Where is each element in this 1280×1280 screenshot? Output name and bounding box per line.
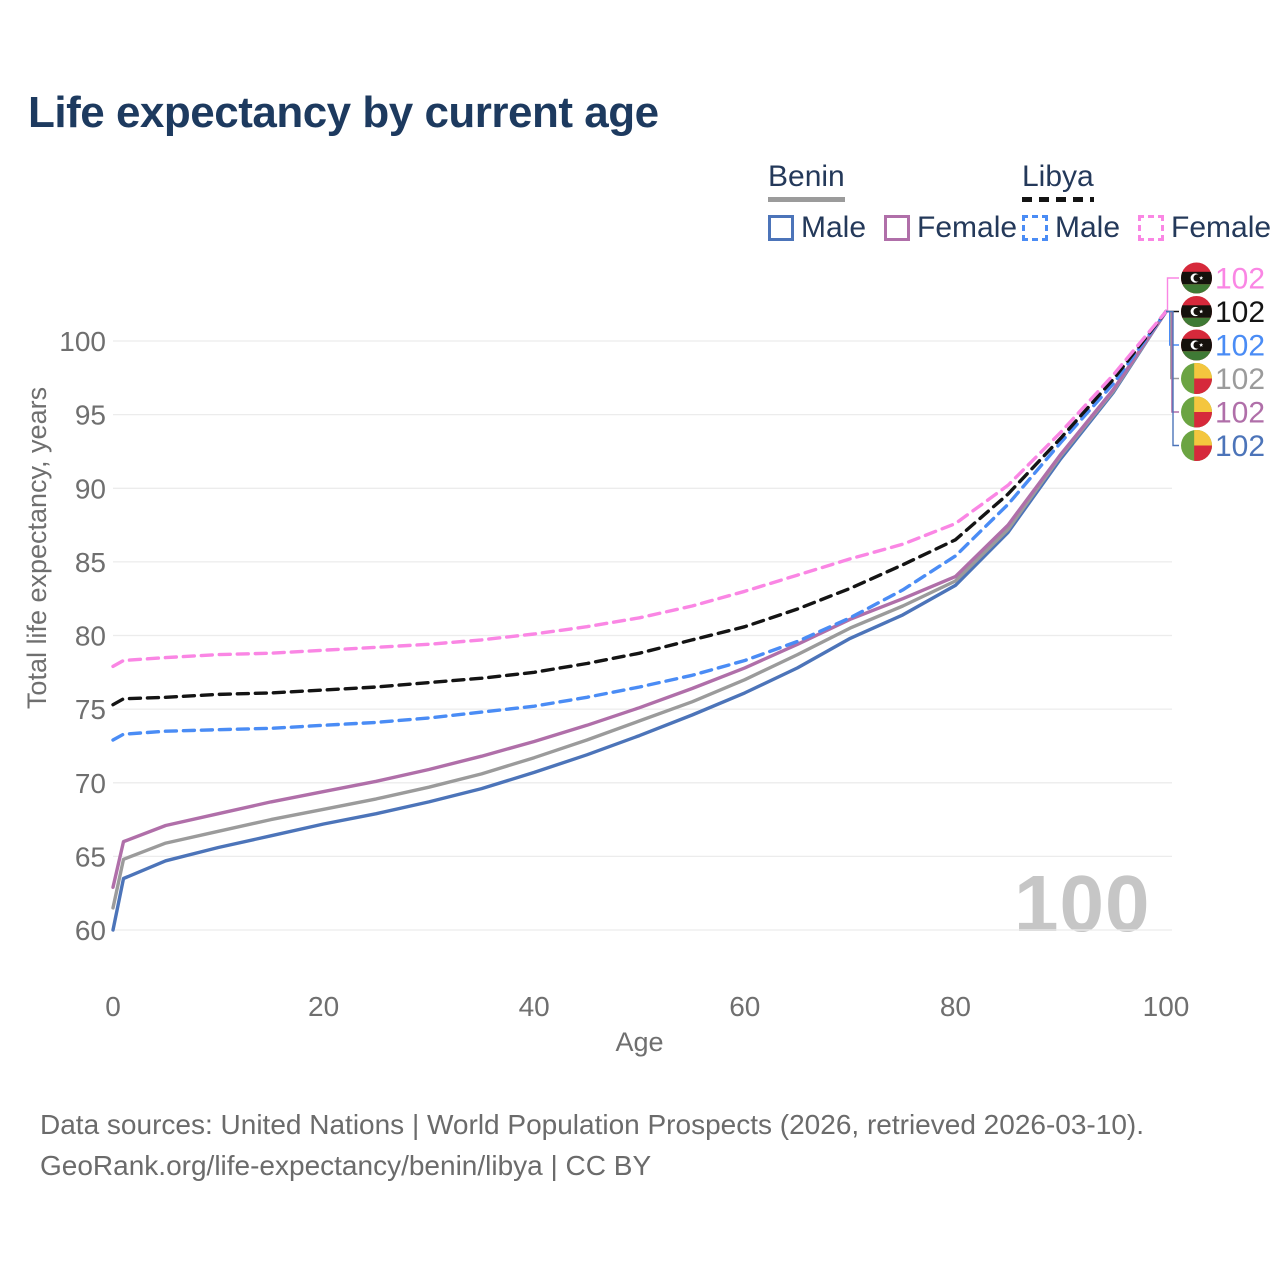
- legend-country-benin[interactable]: Benin: [768, 160, 845, 202]
- x-tick-label-60: 60: [729, 991, 760, 1022]
- legend-item-benin-male-label: Male: [801, 211, 867, 244]
- y-tick-label-65: 65: [75, 841, 106, 872]
- footer: Data sources: United Nations | World Pop…: [40, 1104, 1144, 1186]
- libya-male-swatch: [1022, 215, 1048, 241]
- series-line-libya-both[interactable]: [111, 309, 1168, 707]
- end-label-value-benin-male: 102: [1215, 430, 1265, 463]
- end-label-value-benin-both: 102: [1215, 363, 1265, 396]
- legend-item-libya-male-label: Male: [1055, 211, 1121, 244]
- end-label-value-libya-both: 102: [1215, 296, 1265, 329]
- end-label-value-libya-male: 102: [1215, 330, 1265, 363]
- page-title: Life expectancy by current age: [28, 88, 659, 137]
- legend-item-libya-male[interactable]: Male: [1022, 211, 1120, 245]
- legend-items-benin: Male Female: [768, 211, 1017, 245]
- footer-attribution: GeoRank.org/life-expectancy/benin/libya …: [40, 1150, 652, 1181]
- y-tick-label-95: 95: [75, 400, 106, 431]
- libya-dashed-line-swatch: [1022, 197, 1094, 202]
- x-tick-label-0: 0: [105, 991, 121, 1022]
- y-tick-label-75: 75: [75, 694, 106, 725]
- end-label-connector-libya-female: [1166, 277, 1179, 313]
- hover-age-watermark: 100: [1014, 859, 1151, 948]
- series-line-benin-male[interactable]: [111, 309, 1168, 932]
- benin-female-swatch: [884, 215, 911, 241]
- series-line-libya-female[interactable]: [111, 309, 1168, 669]
- series-line-benin-both[interactable]: [111, 309, 1168, 910]
- footer-data-sources: Data sources: United Nations | World Pop…: [40, 1109, 1145, 1140]
- x-tick-label-100: 100: [1143, 991, 1190, 1022]
- end-label-value-libya-female: 102: [1215, 263, 1265, 296]
- y-tick-label-80: 80: [75, 621, 106, 652]
- flag-icon-libya: [1181, 329, 1212, 361]
- flag-icon-benin: [1181, 396, 1212, 428]
- series-line-libya-male[interactable]: [111, 309, 1168, 742]
- y-tick-label-60: 60: [75, 915, 106, 946]
- legend-item-benin-male[interactable]: Male: [768, 211, 866, 245]
- x-tick-label-20: 20: [308, 991, 339, 1022]
- end-label-connector-benin-male: [1166, 310, 1179, 447]
- y-tick-label-70: 70: [75, 768, 106, 799]
- legend-item-benin-female[interactable]: Female: [884, 211, 1017, 245]
- legend-items-libya: Male Female: [1022, 211, 1271, 245]
- flag-icon-benin: [1181, 363, 1212, 394]
- legend-group-libya: Libya Male Female: [1022, 160, 1271, 245]
- legend-country-libya-label: Libya: [1022, 160, 1094, 193]
- x-axis-title: Age: [615, 1027, 663, 1057]
- libya-female-swatch: [1138, 215, 1165, 241]
- benin-male-swatch: [768, 215, 794, 241]
- legend-group-benin: Benin Male Female: [768, 160, 1017, 245]
- flag-icon-benin: [1181, 430, 1212, 461]
- series-line-benin-female[interactable]: [111, 309, 1168, 889]
- x-tick-label-40: 40: [519, 991, 550, 1022]
- x-tick-label-80: 80: [940, 991, 971, 1022]
- y-tick-label-100: 100: [59, 326, 106, 357]
- legend-country-benin-label: Benin: [768, 160, 845, 193]
- y-axis-title: Total life expectancy, years: [22, 387, 52, 709]
- legend-item-libya-female[interactable]: Female: [1138, 211, 1271, 245]
- legend-item-benin-female-label: Female: [917, 211, 1018, 244]
- flag-icon-libya: [1181, 296, 1212, 327]
- y-tick-label-90: 90: [75, 473, 106, 504]
- benin-solid-line-swatch: [768, 197, 845, 202]
- end-label-value-benin-female: 102: [1215, 397, 1265, 430]
- flag-icon-libya: [1181, 262, 1212, 294]
- legend-item-libya-female-label: Female: [1171, 211, 1272, 244]
- legend-country-libya[interactable]: Libya: [1022, 160, 1094, 202]
- y-tick-label-85: 85: [75, 547, 106, 578]
